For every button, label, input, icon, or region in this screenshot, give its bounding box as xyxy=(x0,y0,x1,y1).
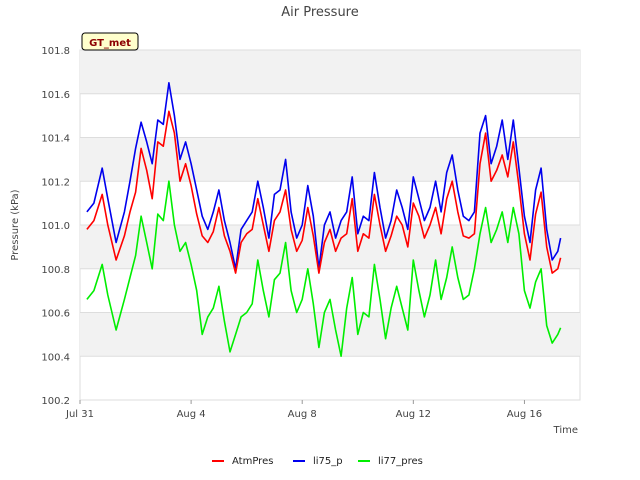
legend: AtmPres li75_p li77_pres xyxy=(212,456,423,467)
y-tick-label: 101.0 xyxy=(41,221,70,232)
y-tick-label: 101.4 xyxy=(41,134,70,145)
x-tick-label: Aug 4 xyxy=(177,409,206,420)
legend-item-AtmPres: AtmPres xyxy=(212,456,273,467)
badge-label: GT_met xyxy=(89,38,131,49)
legend-item-li75_p: li75_p xyxy=(293,456,343,467)
y-tick-label: 100.2 xyxy=(41,396,70,407)
series-line-li75_p xyxy=(86,82,562,270)
series-line-AtmPres xyxy=(86,110,562,274)
grid-band xyxy=(80,50,580,94)
series-line-li77_pres xyxy=(86,180,562,358)
y-tick-label: 100.6 xyxy=(41,309,70,320)
y-tick-label: 101.2 xyxy=(41,177,70,188)
x-axis-label: Time xyxy=(553,425,578,436)
chart-title: Air Pressure xyxy=(281,5,359,20)
series-lines xyxy=(86,82,562,358)
y-axis-ticks: 100.2 100.4 100.6 100.8 101.0 101.2 101.4 101.6… xyxy=(41,46,70,407)
legend-label: li75_p xyxy=(313,456,343,467)
y-axis-label: Pressure (kPa) xyxy=(10,189,21,260)
x-tick-label: Aug 16 xyxy=(507,409,542,420)
x-tick-label: Aug 8 xyxy=(288,409,317,420)
station-badge: GT_met xyxy=(81,32,139,51)
x-tick-label: Jul 31 xyxy=(65,409,94,420)
x-tick-label: Aug 12 xyxy=(396,409,431,420)
legend-item-li77_pres: li77_pres xyxy=(358,456,423,467)
y-tick-label: 101.8 xyxy=(41,46,70,57)
badge-box xyxy=(81,32,139,51)
y-tick-label: 100.4 xyxy=(41,352,70,363)
legend-label: li77_pres xyxy=(378,456,423,467)
y-tick-label: 100.8 xyxy=(41,265,70,276)
x-axis-ticks: Jul 31 Aug 4 Aug 8 Aug 12 Aug 16 xyxy=(65,400,542,420)
y-tick-label: 101.6 xyxy=(41,90,70,101)
legend-label: AtmPres xyxy=(232,456,273,467)
grid-band xyxy=(80,312,580,357)
grid-lines xyxy=(80,49,580,401)
